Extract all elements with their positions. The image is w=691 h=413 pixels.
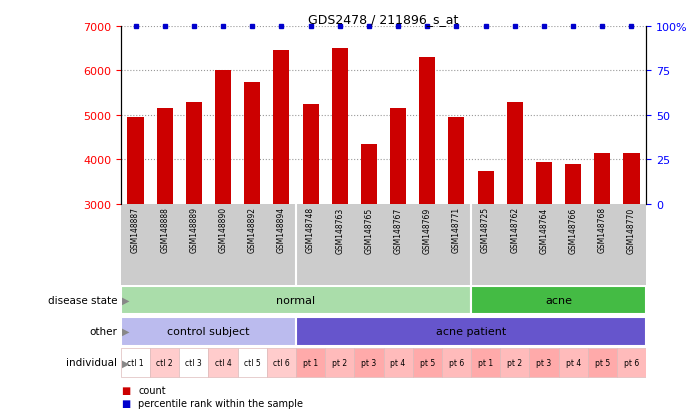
Text: control subject: control subject (167, 326, 249, 337)
Text: pt 2: pt 2 (507, 358, 522, 367)
Text: pt 3: pt 3 (361, 358, 377, 367)
Text: GSM148890: GSM148890 (218, 207, 227, 253)
Bar (448, 118, 464, 204)
Text: disease state: disease state (48, 295, 117, 306)
Text: GSM148725: GSM148725 (481, 207, 490, 253)
Text: pt 5: pt 5 (419, 358, 435, 367)
Text: acne patient: acne patient (436, 326, 506, 337)
Bar (390, 109, 406, 204)
Bar (296, 317, 646, 346)
Bar (623, 153, 640, 204)
Text: GSM148770: GSM148770 (627, 207, 636, 253)
Text: pt 3: pt 3 (536, 358, 551, 367)
Text: ctl 4: ctl 4 (215, 358, 231, 367)
Text: GSM148894: GSM148894 (277, 207, 286, 253)
Bar (507, 102, 523, 204)
Bar (238, 348, 267, 377)
Bar (419, 58, 435, 204)
Text: pt 1: pt 1 (303, 358, 318, 367)
Text: GSM148766: GSM148766 (569, 207, 578, 253)
Bar (244, 82, 261, 204)
Bar (267, 348, 296, 377)
Bar (442, 348, 471, 377)
Text: ctl 2: ctl 2 (156, 358, 173, 367)
Text: count: count (138, 385, 166, 395)
Text: GSM148762: GSM148762 (510, 207, 520, 253)
Text: ▶: ▶ (122, 326, 130, 337)
Bar (332, 49, 348, 204)
Bar (325, 348, 354, 377)
Bar (565, 164, 581, 204)
Text: GSM148768: GSM148768 (598, 207, 607, 253)
Bar (215, 71, 231, 204)
Bar (274, 51, 290, 204)
Bar (303, 104, 319, 204)
Bar (617, 348, 646, 377)
Text: GSM148892: GSM148892 (247, 207, 257, 253)
Text: pt 5: pt 5 (595, 358, 610, 367)
Text: ▶: ▶ (122, 295, 130, 306)
Bar (361, 145, 377, 204)
Bar (558, 348, 588, 377)
Text: ctl 5: ctl 5 (244, 358, 261, 367)
Text: GSM148888: GSM148888 (160, 207, 169, 253)
Text: GSM148769: GSM148769 (423, 207, 432, 253)
Bar (186, 102, 202, 204)
Text: pt 4: pt 4 (390, 358, 406, 367)
Title: GDS2478 / 211896_s_at: GDS2478 / 211896_s_at (308, 13, 459, 26)
Bar (121, 348, 150, 377)
Bar (127, 118, 144, 204)
Text: pt 6: pt 6 (624, 358, 639, 367)
Text: ctl 6: ctl 6 (273, 358, 290, 367)
Text: individual: individual (66, 357, 117, 368)
Text: pt 6: pt 6 (449, 358, 464, 367)
Bar (471, 348, 500, 377)
Text: pt 4: pt 4 (565, 358, 580, 367)
Bar (121, 317, 296, 346)
Text: ctl 3: ctl 3 (185, 358, 202, 367)
Bar (594, 153, 610, 204)
Text: other: other (90, 326, 117, 337)
Bar (209, 348, 238, 377)
Bar (413, 348, 442, 377)
Bar (157, 109, 173, 204)
Bar (121, 286, 471, 315)
Bar (588, 348, 617, 377)
Bar (384, 348, 413, 377)
Bar (536, 162, 552, 204)
Text: GSM148748: GSM148748 (306, 207, 315, 253)
Bar (296, 348, 325, 377)
Text: GSM148889: GSM148889 (189, 207, 198, 253)
Bar (477, 171, 493, 204)
Text: GSM148887: GSM148887 (131, 207, 140, 253)
Text: pt 1: pt 1 (478, 358, 493, 367)
Text: GSM148767: GSM148767 (394, 207, 403, 253)
Text: ■: ■ (121, 398, 130, 408)
Text: GSM148764: GSM148764 (540, 207, 549, 253)
Text: ■: ■ (121, 385, 130, 395)
Text: percentile rank within the sample: percentile rank within the sample (138, 398, 303, 408)
Text: GSM148763: GSM148763 (335, 207, 344, 253)
Bar (354, 348, 384, 377)
Bar (500, 348, 529, 377)
Text: GSM148765: GSM148765 (364, 207, 373, 253)
Bar (471, 286, 646, 315)
Bar (150, 348, 179, 377)
Text: normal: normal (276, 295, 316, 306)
Text: ctl 1: ctl 1 (127, 358, 144, 367)
Text: pt 2: pt 2 (332, 358, 348, 367)
Bar (529, 348, 558, 377)
Text: ▶: ▶ (122, 357, 130, 368)
Text: acne: acne (545, 295, 572, 306)
Bar (179, 348, 209, 377)
Text: GSM148771: GSM148771 (452, 207, 461, 253)
